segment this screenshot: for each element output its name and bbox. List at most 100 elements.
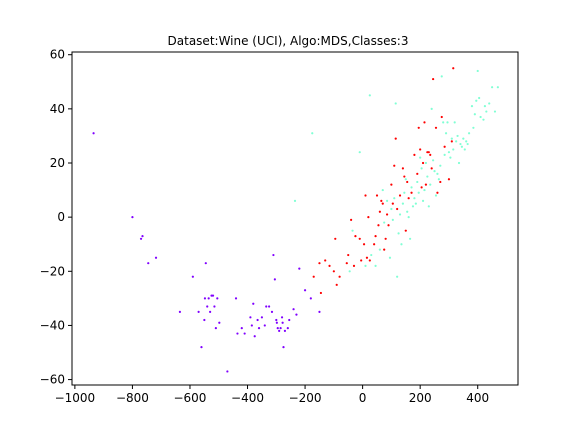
data-point [439,164,442,167]
data-point [147,262,150,265]
y-tick-label: 0 [57,210,65,224]
data-point [270,310,274,313]
data-point [273,278,276,281]
data-point [485,110,488,113]
data-point [318,310,321,313]
data-point [364,194,367,197]
data-point [462,137,465,140]
data-point [324,259,327,262]
data-point [393,197,396,200]
data-point [463,148,466,151]
data-point [479,115,482,119]
data-point [360,259,363,262]
data-point [439,180,442,184]
data-point [444,132,448,135]
data-point [332,270,335,273]
data-point [450,137,453,140]
data-point [250,324,253,327]
data-point [256,318,259,322]
data-point [206,305,209,308]
data-point [236,332,239,335]
data-point [393,164,396,167]
data-point [312,275,315,278]
data-point [421,161,425,165]
data-point [413,153,416,156]
data-point [338,275,341,278]
data-point [453,121,456,124]
data-point [281,321,284,324]
data-point [423,188,426,192]
data-point [154,256,158,259]
data-point [280,316,284,319]
data-point [473,113,476,116]
data-point [374,235,377,238]
data-point [410,191,413,194]
data-point [303,289,307,292]
x-tick-label: −800 [116,391,149,405]
data-point [214,327,217,330]
x-tick-label: −1000 [55,391,96,405]
data-point [309,297,312,300]
data-point [328,264,331,267]
data-point [429,183,432,186]
data-point [141,235,144,238]
data-point [253,335,256,338]
data-point [443,145,446,148]
data-point [470,105,474,108]
data-point [391,218,394,221]
data-point [410,186,413,189]
y-tick-label: 40 [50,102,65,116]
data-point [409,237,412,240]
data-point [491,86,494,89]
data-point [426,175,429,178]
data-point [440,115,443,119]
data-point [381,202,384,205]
data-point [203,318,206,322]
data-point [476,69,479,73]
data-point [347,253,350,257]
data-point [419,156,422,159]
data-point [467,132,471,135]
data-point [475,99,478,102]
data-point [352,264,356,267]
data-point [483,105,487,108]
data-point [396,275,399,278]
data-point [275,321,278,324]
data-point [211,294,215,297]
data-point [400,243,403,246]
x-tick-label: 400 [466,391,489,405]
data-point [200,346,203,349]
data-point [216,297,219,300]
data-point [319,291,322,295]
data-point [197,310,200,313]
y-tick-label: −60 [40,373,65,387]
plot-area-frame [71,51,519,386]
chart-title: Dataset:Wine (UCI), Algo:MDS,Classes:3 [168,34,409,48]
data-point [436,172,439,175]
data-point [398,194,402,197]
data-point [375,194,379,197]
data-point [404,178,407,181]
data-point [459,142,462,146]
data-point [398,213,402,216]
data-point [350,218,353,221]
data-point [452,67,455,70]
data-point [378,248,381,251]
data-point [446,121,449,124]
data-point [268,305,271,308]
data-point [345,262,348,265]
data-point [283,329,287,332]
data-point [374,264,377,267]
data-point [406,180,409,184]
data-point [466,142,469,146]
data-point [385,213,389,216]
data-point [318,262,321,265]
data-point [272,253,275,257]
x-tick-label: 200 [409,391,432,405]
x-tick-label: −200 [289,391,322,405]
data-point [384,237,387,240]
data-point [218,321,221,324]
x-axis: −1000 −800 −600 −400 −200 0 200 400 [55,385,489,405]
data-point [397,232,400,235]
data-point [131,216,134,219]
